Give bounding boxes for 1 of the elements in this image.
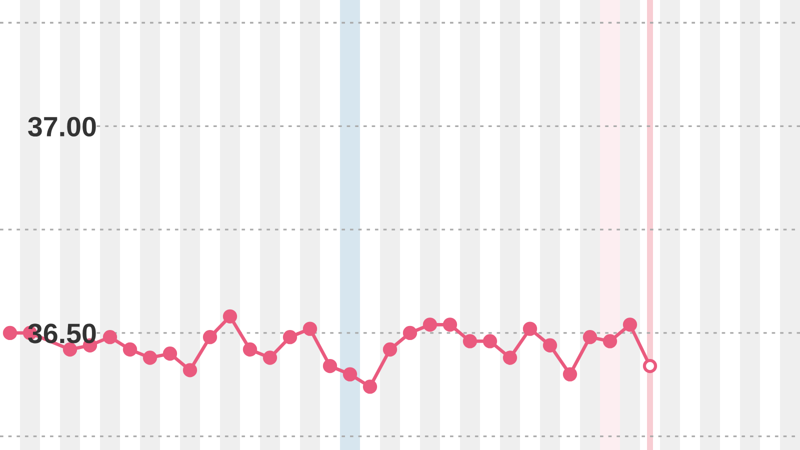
y-tick-label: 37.00 <box>28 116 96 137</box>
